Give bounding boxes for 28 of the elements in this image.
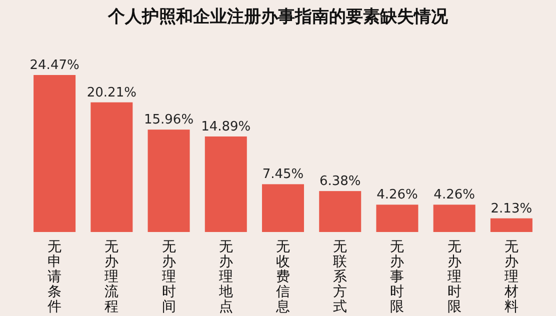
data-label: 24.47% xyxy=(30,58,80,73)
data-label: 7.45% xyxy=(262,167,304,182)
bar xyxy=(148,130,190,232)
bar xyxy=(262,184,304,232)
data-label: 20.21% xyxy=(86,85,136,100)
bar xyxy=(204,136,247,232)
data-label: 14.89% xyxy=(201,119,251,134)
x-tick-label: 无办理地点 xyxy=(218,239,233,315)
bar xyxy=(90,102,133,232)
x-tick-label: 无办理时间 xyxy=(162,239,176,315)
x-tick-label: 无联系方式 xyxy=(333,239,348,315)
x-tick-label: 无办理时限 xyxy=(447,239,462,315)
data-label: 2.13% xyxy=(490,201,532,216)
x-tick-label: 无办事时限 xyxy=(390,239,404,315)
x-tick-label: 无办理流程 xyxy=(104,239,119,315)
bar xyxy=(319,191,362,232)
bar xyxy=(34,75,76,232)
data-label: 15.96% xyxy=(144,112,194,128)
x-tick-label: 无申请条件 xyxy=(48,239,62,315)
data-label: 6.38% xyxy=(319,174,361,190)
bar xyxy=(376,204,418,232)
data-label: 4.26% xyxy=(434,188,475,203)
x-tick-label: 无收费信息 xyxy=(275,239,290,315)
data-label: 4.26% xyxy=(376,188,418,203)
x-tick-label: 无办理材料 xyxy=(503,239,518,315)
chart-title: 个人护照和企业注册办事指南的要素缺失情况 xyxy=(107,7,449,27)
bar xyxy=(490,218,532,232)
bar xyxy=(433,204,476,232)
